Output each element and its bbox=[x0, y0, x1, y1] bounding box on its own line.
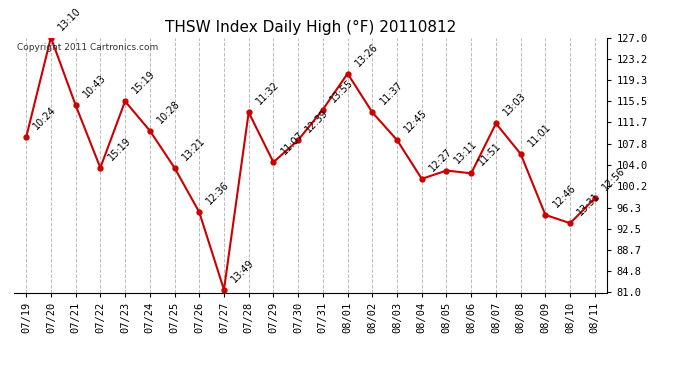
Text: 10:28: 10:28 bbox=[155, 98, 182, 125]
Title: THSW Index Daily High (°F) 20110812: THSW Index Daily High (°F) 20110812 bbox=[165, 20, 456, 35]
Text: Copyright 2011 Cartronics.com: Copyright 2011 Cartronics.com bbox=[17, 43, 158, 52]
Text: 12:39: 12:39 bbox=[304, 108, 331, 135]
Text: 11:07: 11:07 bbox=[279, 130, 306, 157]
Text: 11:51: 11:51 bbox=[477, 141, 504, 168]
Text: 13:31: 13:31 bbox=[575, 191, 602, 217]
Text: 13:03: 13:03 bbox=[502, 91, 528, 118]
Text: 15:19: 15:19 bbox=[106, 135, 132, 162]
Text: 13:49: 13:49 bbox=[230, 258, 256, 284]
Text: 12:45: 12:45 bbox=[402, 108, 429, 135]
Text: 11:01: 11:01 bbox=[526, 122, 553, 148]
Text: 11:32: 11:32 bbox=[254, 80, 281, 107]
Text: 12:27: 12:27 bbox=[427, 146, 454, 173]
Text: 13:11: 13:11 bbox=[452, 138, 479, 165]
Text: 10:43: 10:43 bbox=[81, 73, 108, 100]
Text: 13:26: 13:26 bbox=[353, 41, 380, 68]
Text: 12:36: 12:36 bbox=[205, 180, 232, 207]
Text: 13:55: 13:55 bbox=[328, 77, 355, 104]
Text: 13:21: 13:21 bbox=[180, 135, 207, 162]
Text: 11:37: 11:37 bbox=[378, 80, 404, 107]
Text: 12:46: 12:46 bbox=[551, 183, 578, 209]
Text: 15:19: 15:19 bbox=[130, 69, 157, 96]
Text: 13:10: 13:10 bbox=[57, 5, 83, 32]
Text: 12:56: 12:56 bbox=[600, 166, 627, 193]
Text: 10:24: 10:24 bbox=[32, 105, 59, 132]
